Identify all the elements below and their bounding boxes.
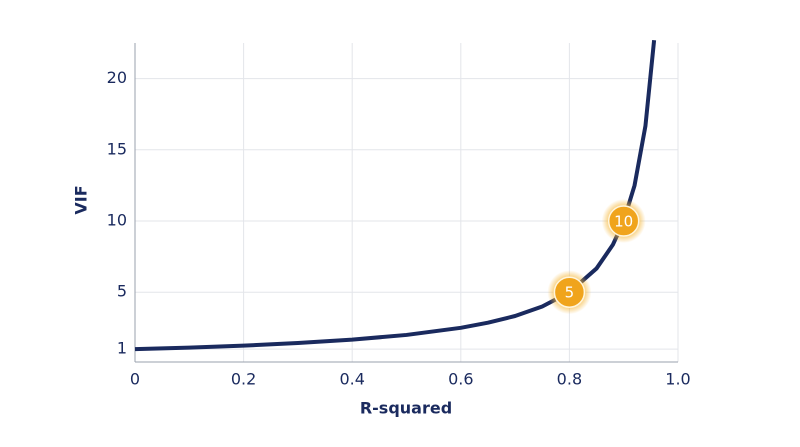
- y-tick-label: 1: [117, 339, 127, 358]
- y-tick-label: 5: [117, 282, 127, 301]
- y-tick-label: 10: [107, 211, 127, 230]
- y-tick-label: 15: [107, 139, 127, 158]
- marker-label: 5: [565, 284, 575, 302]
- marker: [553, 276, 586, 308]
- y-axis-label: VIF: [72, 185, 91, 214]
- x-axis-label: R-squared: [360, 399, 452, 418]
- x-tick-label: 1.0: [665, 370, 690, 389]
- marker-label: 10: [614, 213, 633, 231]
- x-tick-label: 0.4: [339, 370, 364, 389]
- x-tick-label: 0.6: [448, 370, 473, 389]
- y-tick-label: 20: [107, 68, 127, 87]
- x-tick-label: 0.2: [231, 370, 256, 389]
- marker: [607, 205, 640, 237]
- x-tick-label: 0: [130, 370, 140, 389]
- x-tick-label: 0.8: [557, 370, 582, 389]
